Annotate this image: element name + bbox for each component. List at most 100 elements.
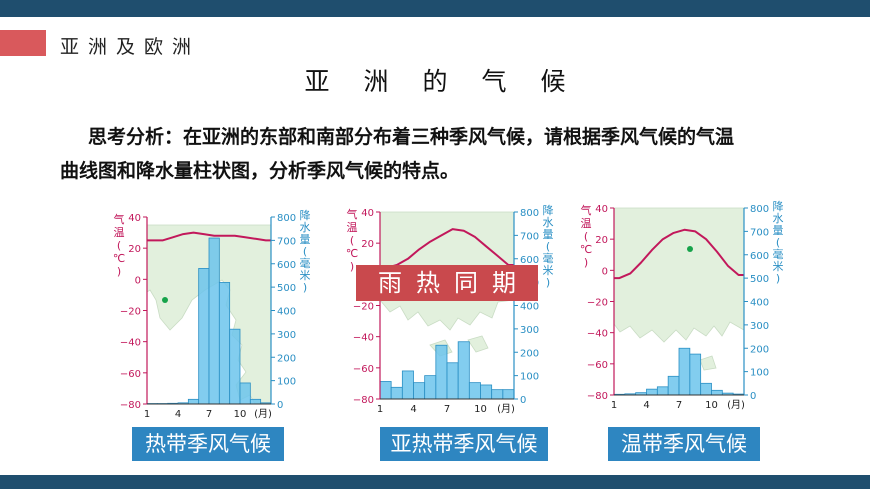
precipitation-tick-label: 800 [750,204,769,215]
precipitation-bar [480,384,493,400]
caption-temperate-monsoon: 温带季风气候 [608,427,760,461]
section-title: 亚洲及欧洲 [60,36,201,58]
temperature-axis-title-char: ℃ [113,252,125,265]
temperature-axis-title-char: ) [584,256,588,269]
precipitation-bar [491,389,504,400]
caption-subtropical-monsoon: 亚热带季风气候 [380,427,548,461]
precipitation-bar [435,344,448,400]
temperature-axis-title-char: 温 [581,217,592,230]
precipitation-tick-label: 400 [750,298,769,309]
question-text: 思考分析：在亚洲的东部和南部分布着三种季风气候，请根据季风气候的气温 曲线图和降… [60,120,848,188]
precipitation-axis-title-char: 米 [773,260,784,273]
precipitation-bar [198,268,210,405]
precipitation-axis-title-char: 米 [300,269,311,282]
precipitation-tick-label: 0 [277,400,283,411]
precipitation-bar [239,382,251,405]
temperature-tick-label: −40 [120,338,141,349]
month-tick-label: 4 [175,409,181,420]
temperature-line [380,228,514,270]
precipitation-bar [711,389,723,396]
precipitation-bar [446,362,459,400]
precipitation-tick-label: 800 [520,208,539,219]
temperature-axis-title-char: 温 [347,221,358,234]
temperature-tick-label: −20 [120,307,141,318]
temperature-tick-label: −80 [353,395,374,406]
month-tick-label: 1 [611,400,617,411]
precipitation-tick-label: 200 [750,344,769,355]
precipitation-tick-label: 0 [520,395,526,406]
precipitation-bar [218,282,231,405]
temperature-tick-label: −60 [353,364,374,375]
precipitation-bar [502,389,515,400]
precipitation-tick-label: 700 [277,236,296,247]
precipitation-axis-title-char: 量 [300,233,311,246]
temperature-axis-title-char: ℃ [346,247,358,260]
month-tick-label: 7 [444,404,450,415]
precipitation-bar [390,386,403,400]
precipitation-axis-title-char: 水 [300,221,311,234]
precipitation-axis-title-char: 米 [543,264,554,277]
precipitation-tick-label: 100 [750,368,769,379]
precipitation-bar [187,398,200,405]
section-marker [0,30,46,56]
month-tick-label: 4 [643,400,649,411]
temperature-tick-label: −40 [353,333,374,344]
precipitation-tick-label: 300 [520,325,539,336]
precipitation-tick-label: 600 [277,260,296,271]
precipitation-bar [413,382,426,400]
precipitation-bar [424,375,437,400]
precipitation-axis-title-char: 毫 [543,251,554,265]
precipitation-axis-title-char: 水 [773,212,784,225]
month-tick-label: 10 [234,409,247,420]
precipitation-tick-label: 200 [277,353,296,364]
background-map [613,207,745,371]
precipitation-bar [457,341,470,400]
precipitation-tick-label: 300 [750,321,769,332]
precipitation-tick-label: 100 [277,377,296,388]
precipitation-tick-label: 700 [750,227,769,238]
temperature-axis-title-char: 气 [114,212,125,226]
temperature-tick-label: 20 [361,239,374,250]
temperature-tick-label: −60 [120,369,141,380]
precipitation-axis-title-char: 降 [300,208,311,222]
precipitation-bar [379,381,392,400]
temperature-tick-label: −40 [587,329,608,340]
precipitation-tick-label: 500 [750,274,769,285]
precipitation-axis-title-char: ( [303,245,307,258]
precipitation-bar [249,398,262,405]
temperature-tick-label: 40 [128,213,141,224]
temperature-axis-title-char: 气 [347,207,358,221]
temperature-line [147,231,271,242]
caption-tropical-monsoon: 热带季风气候 [132,427,284,461]
precipitation-bar [689,353,702,396]
precipitation-tick-label: 600 [750,251,769,262]
precipitation-axis-title-char: 量 [543,228,554,241]
month-tick-label: 7 [206,409,212,420]
precipitation-axis-title-char: 降 [773,199,784,213]
temperature-tick-label: 20 [595,235,608,246]
temperature-tick-label: 20 [128,244,141,255]
precipitation-axis-title-char: 水 [543,216,554,229]
temperature-tick-label: 0 [135,275,141,286]
month-tick-label: 1 [377,404,383,415]
temperature-tick-label: 0 [602,266,608,277]
temperature-tick-label: 40 [595,204,608,215]
temperature-axis-title-char: ) [350,260,354,273]
location-dot [687,246,693,252]
temperature-axis-title-char: ) [117,265,121,278]
precipitation-axis-title-char: 毫 [773,247,784,261]
precipitation-axis-title-char: 降 [543,203,554,217]
precipitation-tick-label: 500 [277,283,296,294]
temperature-tick-label: −80 [120,400,141,411]
precipitation-tick-label: 600 [520,255,539,266]
precipitation-axis-title-char: ( [546,240,550,253]
month-tick-label: 7 [676,400,682,411]
temperature-tick-label: −60 [587,360,608,371]
precipitation-bar [667,375,680,396]
temperature-axis-title-char: ( [350,234,354,247]
month-tick-label: 10 [705,400,718,411]
precipitation-tick-label: 800 [277,213,296,224]
temperature-axis-title-char: ℃ [580,243,592,256]
precipitation-tick-label: 700 [520,231,539,242]
precipitation-tick-label: 300 [277,330,296,341]
